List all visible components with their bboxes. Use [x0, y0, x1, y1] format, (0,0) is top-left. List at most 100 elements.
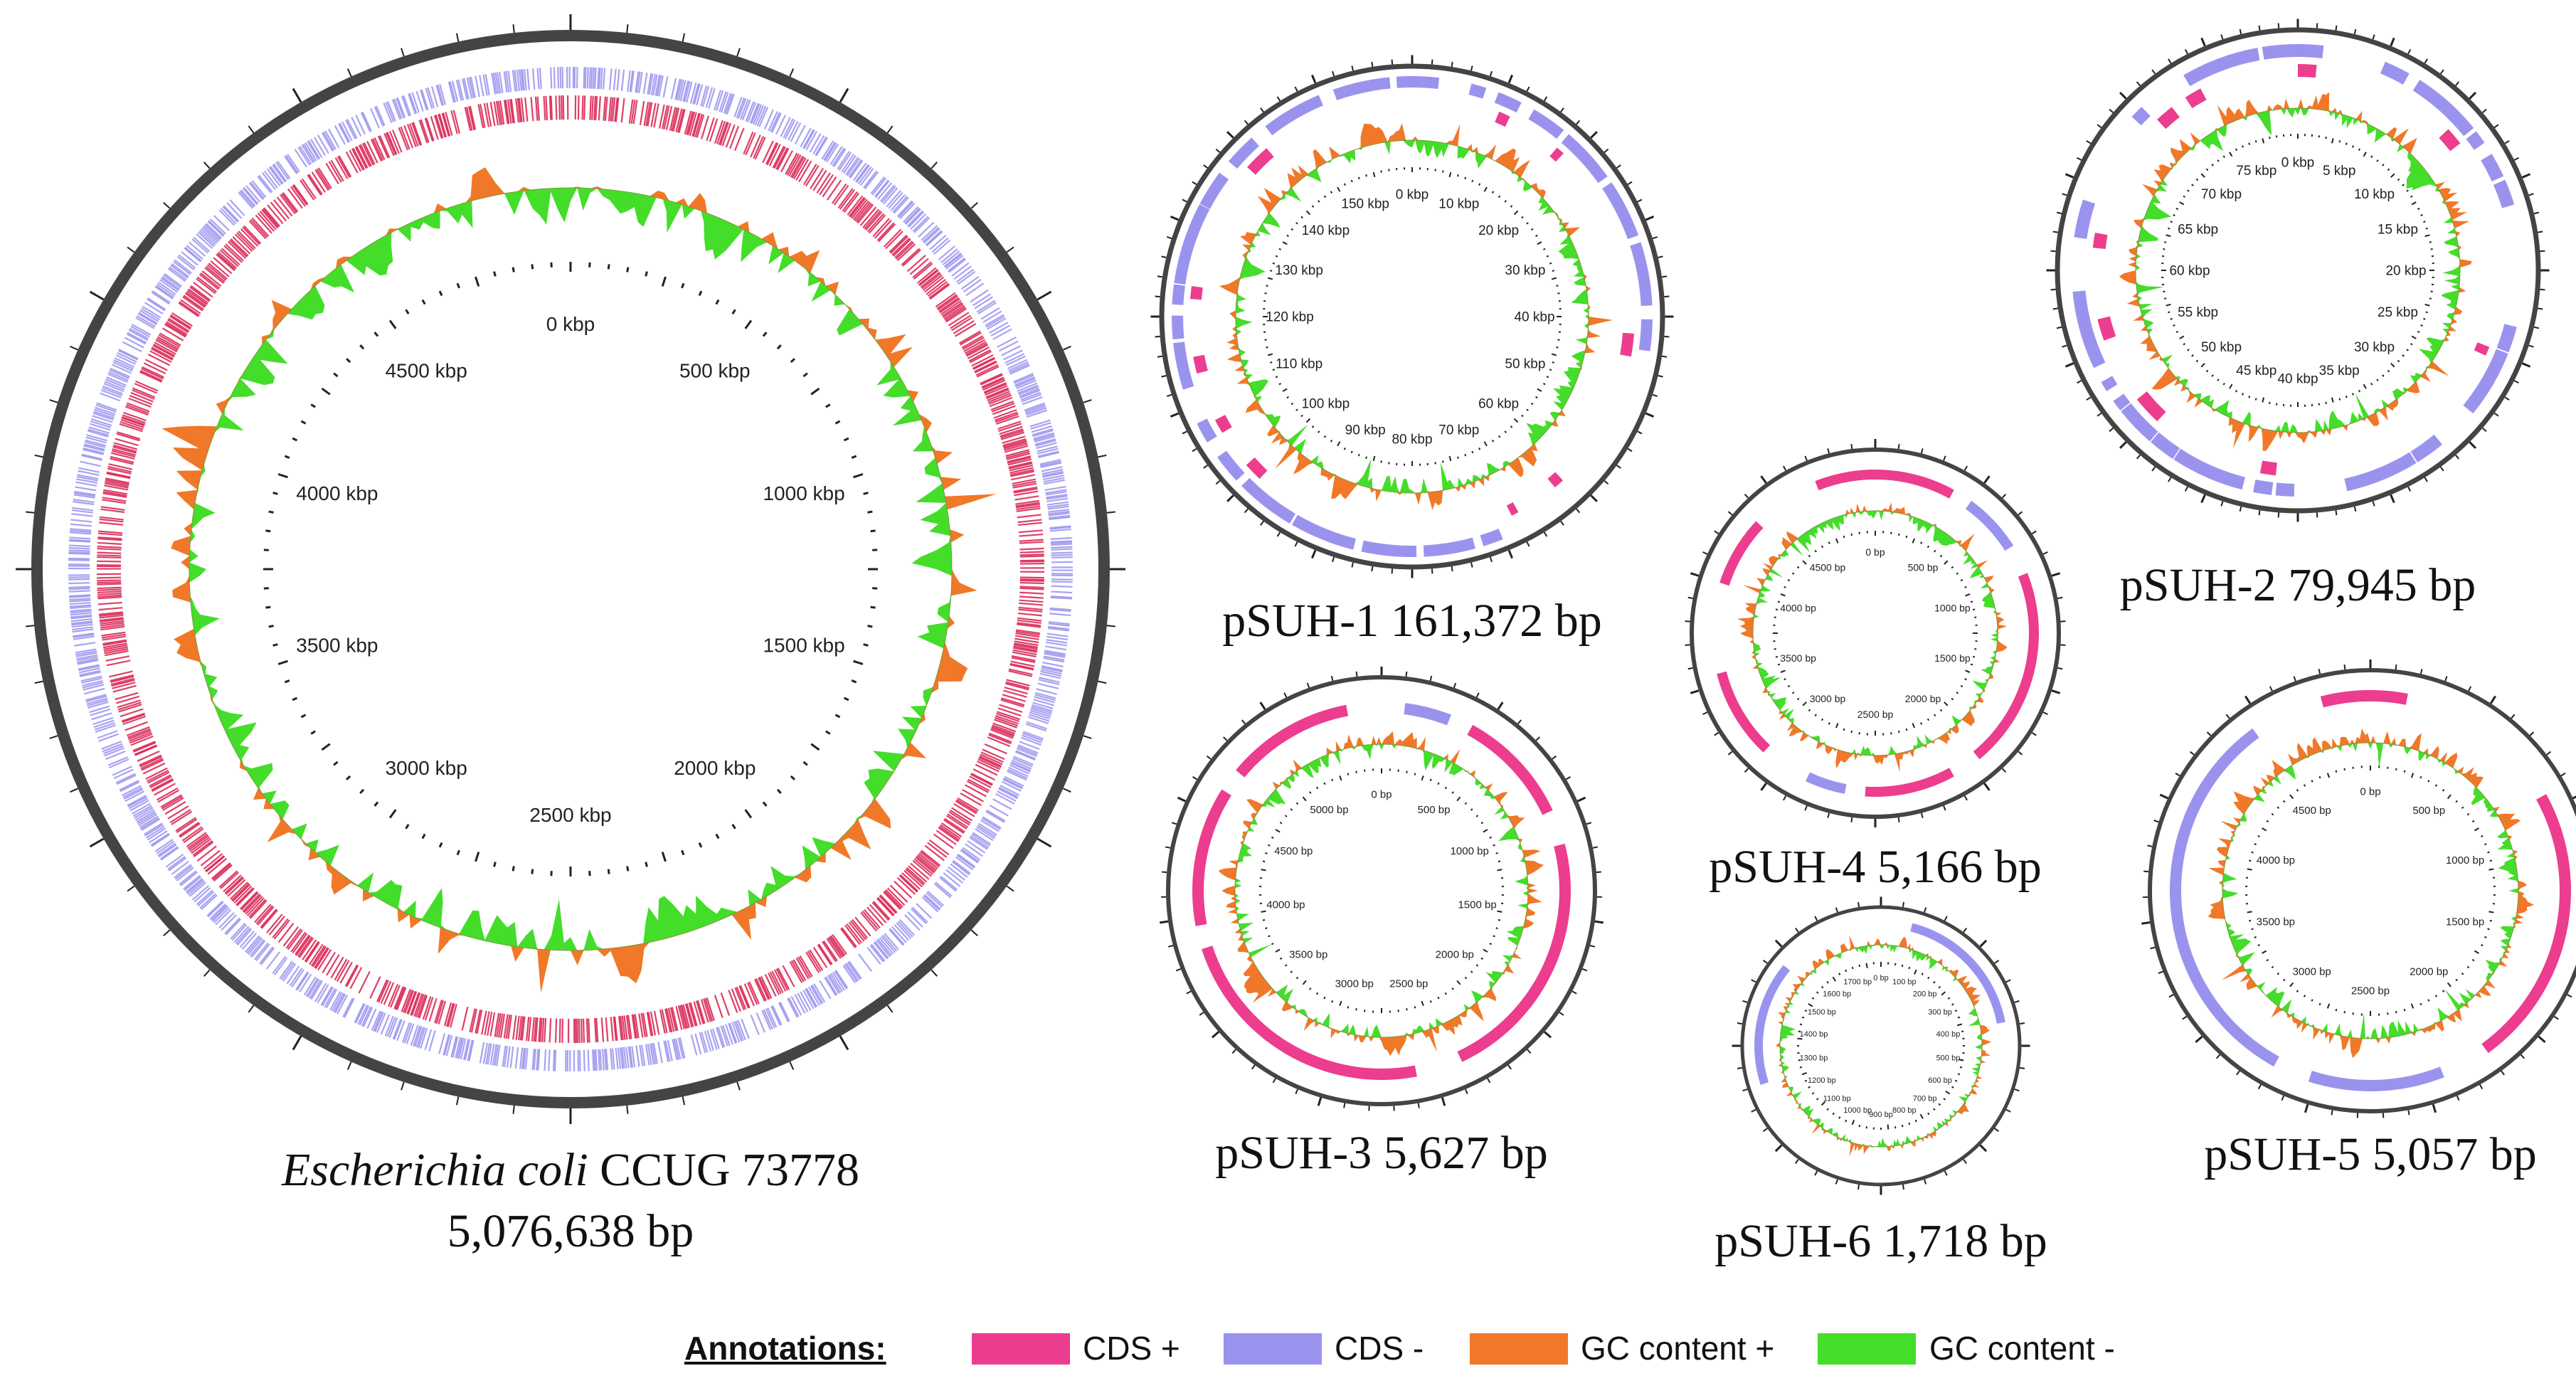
- cds-minus-feature: [1051, 554, 1073, 556]
- cds-plus-feature: [361, 143, 374, 166]
- cds-minus-feature: [186, 245, 203, 260]
- inner-tick: [1972, 608, 1976, 611]
- cds-plus-feature: [665, 106, 673, 130]
- cds-minus-feature: [537, 1049, 541, 1071]
- cds-minus-feature: [657, 1042, 663, 1064]
- cds-plus-feature: [292, 933, 308, 954]
- cds-minus-feature: [845, 963, 859, 982]
- tick-label: 130 kbp: [1275, 263, 1323, 278]
- outer-tick: [2343, 664, 2346, 670]
- outer-tick: [89, 290, 105, 301]
- outer-tick: [1544, 1031, 1552, 1039]
- cds-plus-feature: [273, 199, 290, 219]
- cds-plus-feature: [179, 822, 201, 838]
- cds-minus-feature: [129, 800, 149, 812]
- inner-tick: [1269, 361, 1273, 364]
- inner-tick: [1295, 408, 1298, 411]
- cds-plus-feature: [105, 655, 130, 662]
- outer-tick: [1489, 70, 1493, 77]
- cds-plus-feature: [99, 613, 124, 617]
- cds-minus-feature: [891, 926, 907, 943]
- cds-minus-feature: [1051, 578, 1073, 581]
- cds-plus-feature: [899, 874, 919, 892]
- cds-plus-feature: [681, 1005, 689, 1029]
- cds-plus-feature: [608, 97, 612, 122]
- tick-label: 3000 bp: [1335, 978, 1374, 990]
- cds-plus-feature: [645, 102, 652, 127]
- cds-minus-feature: [345, 120, 356, 139]
- cds-plus-feature: [889, 234, 908, 253]
- cds-minus-feature: [93, 411, 115, 419]
- inner-tick: [870, 605, 876, 609]
- cds-plus-feature: [509, 99, 514, 124]
- outer-tick: [1794, 1159, 1799, 1165]
- cds-plus-feature: [879, 895, 897, 914]
- cds-minus-feature: [904, 914, 921, 931]
- cds-minus-feature: [322, 131, 335, 151]
- inner-tick: [359, 344, 365, 350]
- inner-tick: [1510, 205, 1513, 208]
- cds-minus-feature: [199, 893, 216, 909]
- cds-plus-feature: [743, 983, 755, 1007]
- cds-minus-feature: [775, 115, 786, 135]
- cds-plus-feature: [613, 1016, 618, 1042]
- cds-minus-feature: [450, 1036, 457, 1058]
- cds-plus-feature: [1012, 482, 1037, 489]
- cds-plus-feature: [826, 179, 842, 201]
- inner-tick: [1290, 808, 1293, 811]
- cds-plus-feature: [223, 245, 243, 263]
- outer-tick: [1535, 736, 1541, 741]
- outer-tick: [1589, 945, 1596, 948]
- inner-tick: [2248, 859, 2252, 862]
- cds-minus-feature: [144, 824, 164, 837]
- cds-plus-feature: [2439, 129, 2461, 152]
- tick-label: 3000 kbp: [386, 757, 467, 779]
- inner-tick: [1783, 586, 1786, 588]
- cds-plus-feature: [620, 1015, 624, 1041]
- tick-label: 4000 bp: [1266, 899, 1305, 911]
- cds-minus-feature: [896, 922, 912, 939]
- cds-minus-feature: [403, 95, 412, 116]
- inner-tick: [1820, 985, 1824, 989]
- cds-minus-feature: [733, 1021, 743, 1042]
- outer-tick: [886, 125, 894, 134]
- outer-tick: [1994, 1128, 2000, 1133]
- cds-minus-feature: [819, 980, 832, 1000]
- inner-tick: [2217, 378, 2220, 381]
- cds-plus-feature: [276, 196, 293, 217]
- inner-tick: [1456, 796, 1461, 802]
- cds-plus-feature: [941, 302, 963, 317]
- cds-minus-feature: [317, 134, 329, 154]
- outer-tick: [2158, 970, 2163, 975]
- tick-label: 65 kbp: [2178, 223, 2218, 238]
- cds-plus-feature: [132, 741, 156, 752]
- cds-plus-feature: [151, 346, 174, 360]
- cds-minus-feature: [111, 364, 132, 374]
- cds-minus-feature: [708, 88, 716, 109]
- cds-plus-feature: [777, 968, 790, 990]
- cds-plus-feature: [1000, 430, 1024, 439]
- cds-plus-feature: [165, 322, 187, 337]
- inner-tick: [2474, 827, 2479, 832]
- inner-tick: [1965, 593, 1971, 597]
- cds-plus-feature: [1013, 647, 1037, 653]
- cds-plus-feature: [494, 1012, 500, 1037]
- cds-plus-feature: [976, 760, 1000, 773]
- cds-minus-feature: [373, 106, 384, 127]
- outer-tick: [1963, 1159, 1968, 1165]
- cds-plus-feature: [307, 174, 322, 196]
- cds-minus-feature: [68, 590, 90, 593]
- tick-label: 3500 kbp: [296, 634, 378, 656]
- cds-plus-feature: [371, 138, 384, 161]
- cds-minus-feature: [289, 968, 303, 987]
- inner-tick: [790, 358, 795, 364]
- cds-minus-feature: [913, 217, 931, 233]
- outer-tick: [1098, 680, 1107, 684]
- cds-plus-feature: [97, 532, 122, 536]
- cds-plus-feature: [285, 928, 302, 949]
- cds-minus-feature: [126, 333, 147, 345]
- inner-tick: [1887, 1124, 1889, 1130]
- outer-tick: [1037, 837, 1052, 848]
- cds-plus-feature: [242, 893, 260, 912]
